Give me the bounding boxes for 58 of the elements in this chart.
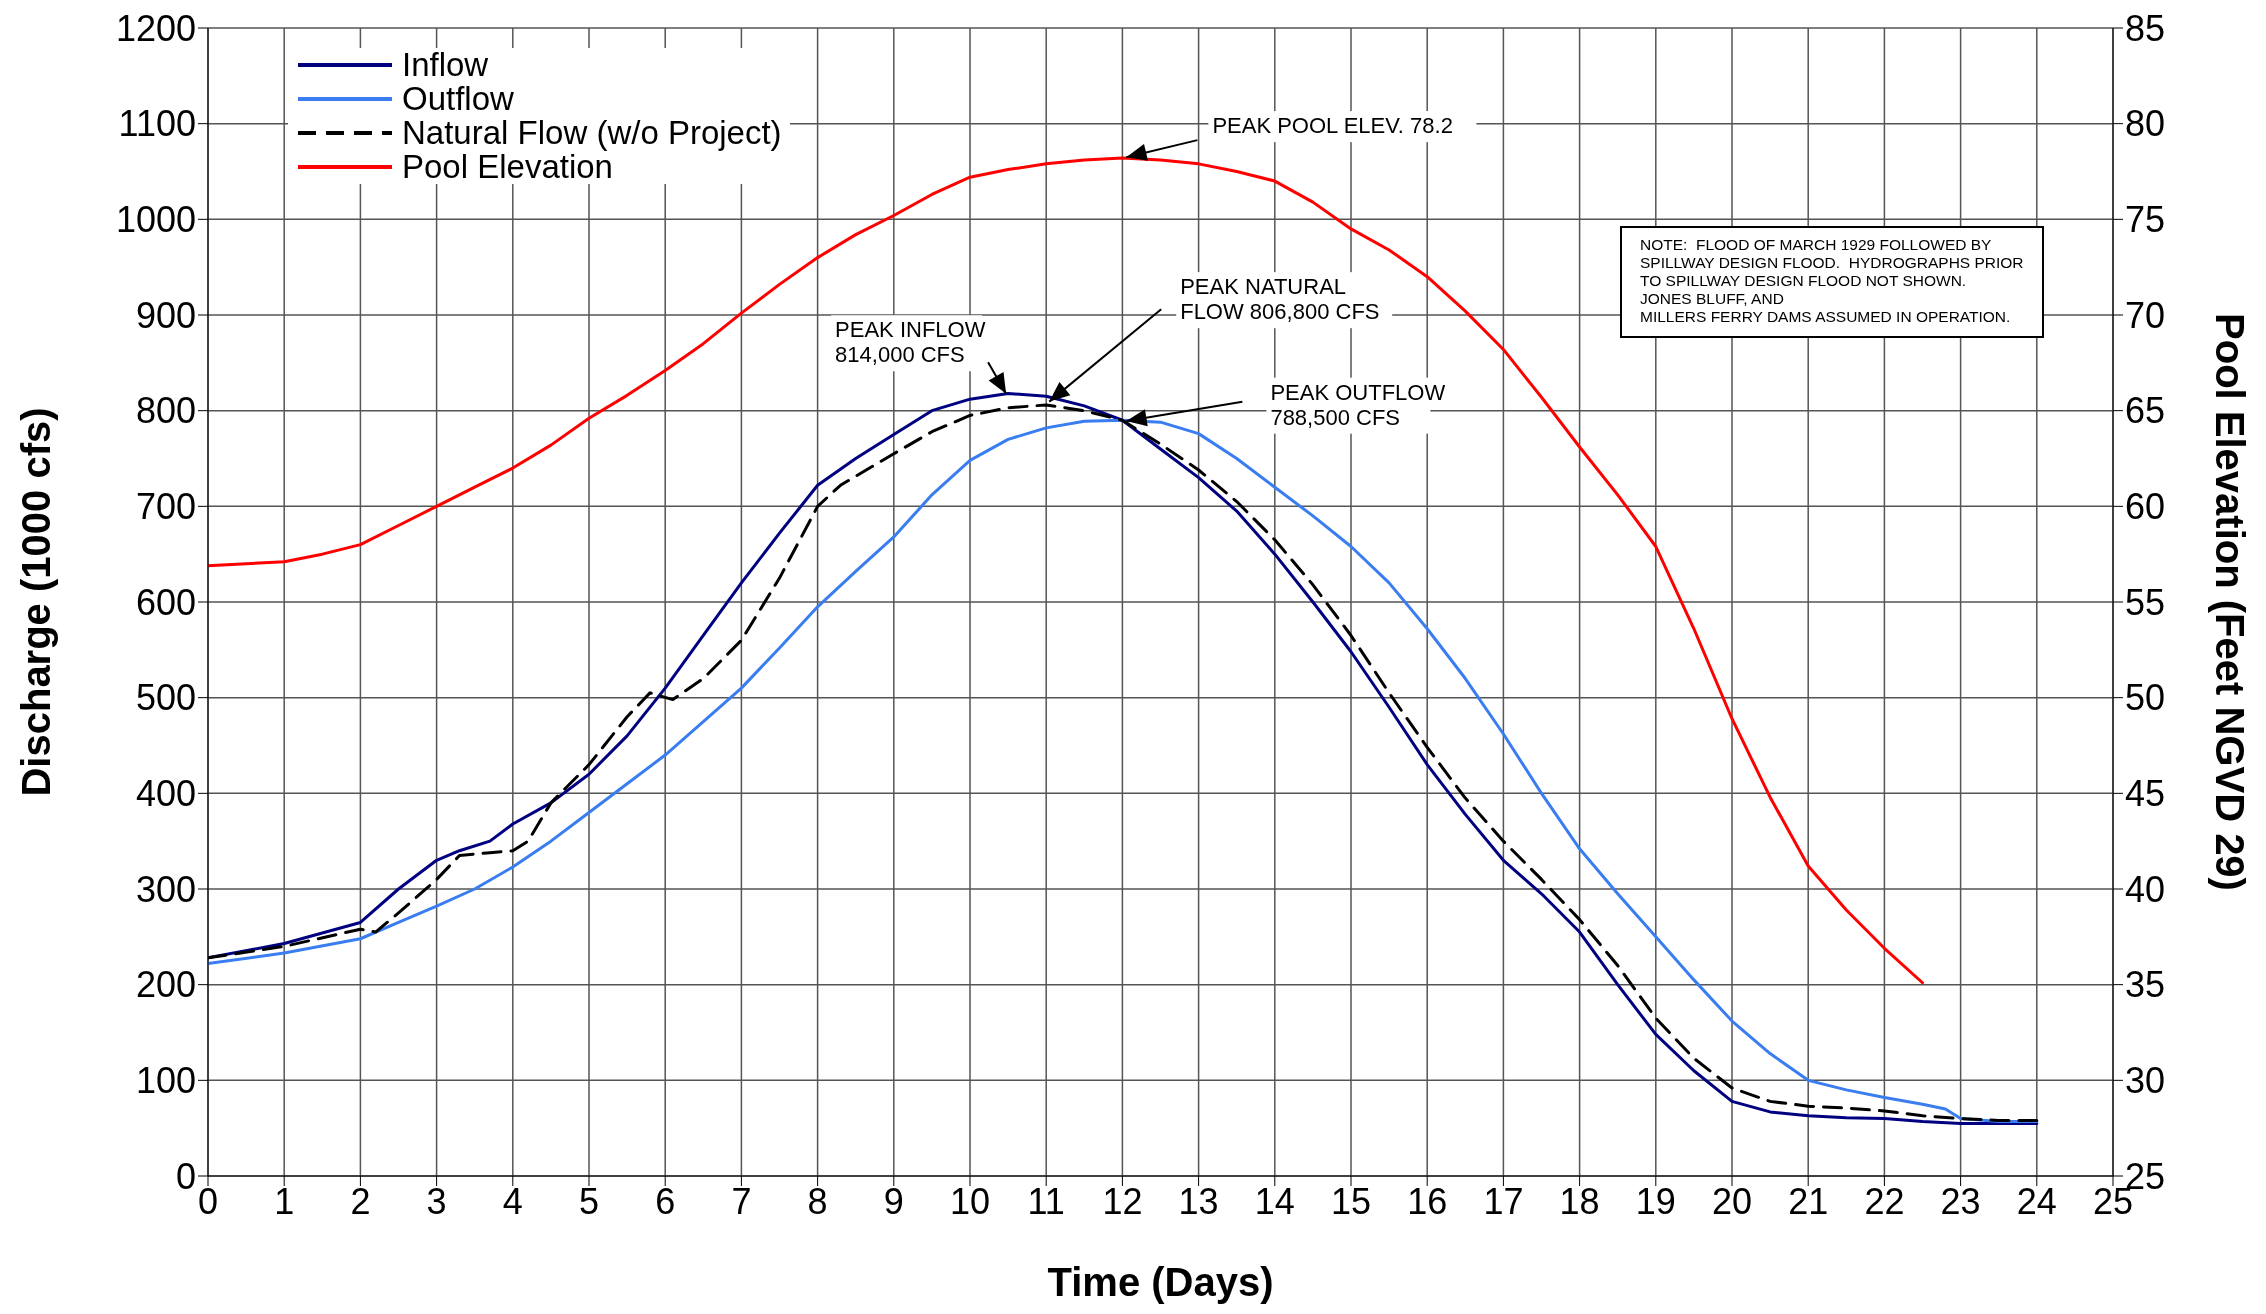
- x-tick-label: 22: [1864, 1180, 1905, 1222]
- y-tick-label: 100: [135, 1060, 196, 1102]
- y2-tick-label: 45: [2125, 773, 2166, 815]
- y2-tick-label: 40: [2125, 868, 2166, 910]
- y2-tick-label: 55: [2125, 581, 2166, 623]
- y-tick-label: 800: [135, 390, 196, 432]
- x-tick-label: 17: [1483, 1180, 1524, 1222]
- y-tick-label: 600: [135, 581, 196, 623]
- legend-label: Inflow: [402, 46, 489, 83]
- y-tick-label: 1200: [115, 7, 196, 49]
- y2-tick-label: 60: [2125, 486, 2166, 528]
- y2-tick-label: 70: [2125, 294, 2166, 336]
- x-tick-label: 12: [1102, 1180, 1143, 1222]
- x-tick-label: 11: [1027, 1180, 1065, 1222]
- y-tick-label: 500: [135, 677, 196, 719]
- x-tick-label: 21: [1788, 1180, 1829, 1222]
- annotation: NOTE: FLOOD OF MARCH 1929 FOLLOWED BY SPILLWAY DESIGN FLOOD. HYDROGRAPHS PRIOR TO SPILLWAY DESIGN FLOOD NOT SHOWN. JONES BLUFF, AND MILLERS FERRY DAMS ASSUMED IN OPERATION.: [1620, 226, 2044, 338]
- x-tick-label: 10: [949, 1180, 991, 1222]
- x-tick-label: 3: [426, 1180, 447, 1222]
- y-tick-label: 1100: [118, 103, 196, 145]
- x-tick-label: 13: [1178, 1180, 1219, 1222]
- annotation: PEAK NATURAL FLOW 806,800 CFS: [1180, 274, 1380, 325]
- annotation: PEAK POOL ELEV. 78.2: [1212, 113, 1453, 139]
- y2-tick-label: 30: [2125, 1060, 2166, 1102]
- y2-tick-label: 50: [2125, 677, 2166, 719]
- y-tick-label: 300: [135, 868, 196, 910]
- x-tick-label: 2: [350, 1180, 371, 1222]
- annotation: PEAK OUTFLOW 788,500 CFS: [1270, 379, 1446, 430]
- x-tick-label: 9: [883, 1180, 904, 1222]
- x-tick-label: 20: [1711, 1180, 1753, 1222]
- y-tick-label: 200: [135, 964, 196, 1006]
- x-tick-label: 4: [502, 1180, 523, 1222]
- x-tick-label: 19: [1635, 1180, 1676, 1222]
- x-tick-label: 16: [1407, 1180, 1448, 1222]
- x-tick-label: 23: [1940, 1180, 1981, 1222]
- y-tick-label: 1000: [115, 199, 196, 241]
- x-tick-label: 8: [807, 1180, 828, 1222]
- x-tick-label: 24: [2016, 1180, 2057, 1222]
- y2-axis-title: Pool Elevation (Feet NGVD 29): [2208, 313, 2252, 891]
- x-tick-label: 15: [1330, 1180, 1372, 1222]
- x-axis-title: Time (Days): [1047, 1260, 1274, 1304]
- x-tick-label: 14: [1254, 1180, 1295, 1222]
- y2-tick-label: 35: [2125, 964, 2166, 1006]
- x-tick-label: 1: [274, 1180, 295, 1222]
- y2-tick-label: 85: [2125, 7, 2166, 49]
- y2-tick-label: 80: [2125, 103, 2166, 145]
- legend-label: Outflow: [402, 80, 514, 117]
- y-tick-label: 700: [135, 486, 196, 528]
- x-tick-label: 6: [655, 1180, 676, 1222]
- x-tick-label: 5: [578, 1180, 600, 1222]
- y-axis-title: Discharge (1000 cfs): [14, 407, 58, 797]
- annotation: PEAK INFLOW 814,000 CFS: [835, 317, 986, 368]
- x-tick-label: 7: [731, 1180, 752, 1222]
- y2-tick-label: 75: [2125, 199, 2166, 241]
- y-tick-label: 900: [135, 294, 196, 336]
- y2-tick-label: 65: [2125, 390, 2166, 432]
- y-tick-label: 400: [135, 773, 196, 815]
- x-tick-label: 18: [1559, 1180, 1600, 1222]
